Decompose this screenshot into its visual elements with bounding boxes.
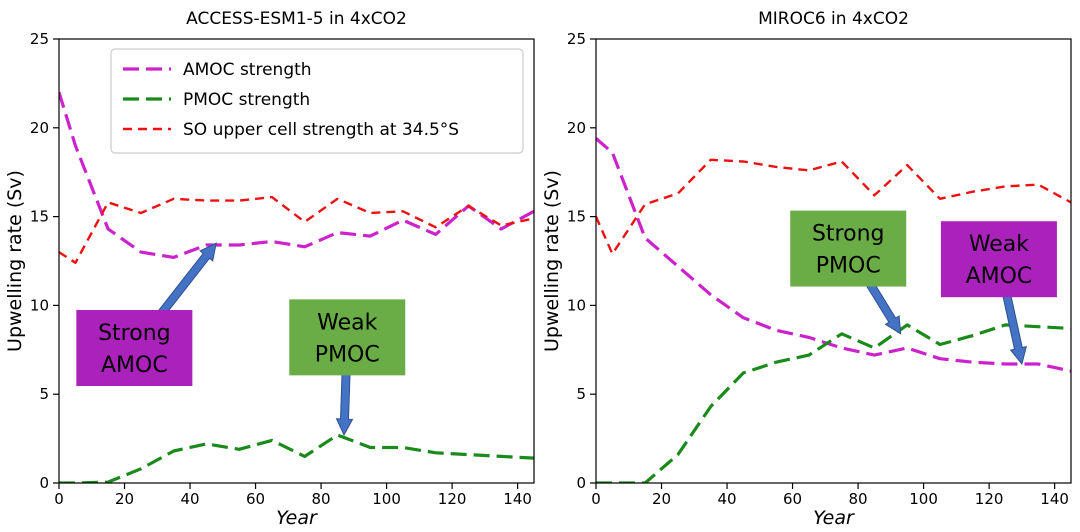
- y-tick-label: 15: [30, 208, 49, 226]
- x-axis-label: Year: [276, 507, 318, 529]
- legend-box: [110, 48, 524, 154]
- chart-title: ACCESS-ESM1-5 in 4xCO2: [186, 9, 407, 29]
- x-tick-label: 60: [246, 490, 265, 508]
- x-tick-label: 140: [503, 490, 532, 508]
- x-tick-label: 40: [717, 490, 736, 508]
- y-tick-label: 0: [576, 474, 586, 492]
- annotation-text-line: Strong: [98, 321, 171, 346]
- x-tick-label: 40: [180, 490, 199, 508]
- x-tick-label: 0: [591, 490, 601, 508]
- legend-entry-3: SO upper cell strength at 34.5°S: [183, 120, 459, 140]
- annotation-box: [790, 210, 907, 287]
- x-axis-label: Year: [813, 507, 855, 529]
- y-tick-label: 20: [30, 119, 49, 137]
- y-tick-label: 25: [567, 30, 586, 48]
- x-tick-label: 20: [652, 490, 671, 508]
- x-tick-label: 100: [372, 490, 401, 508]
- x-tick-label: 120: [975, 490, 1004, 508]
- axes-frame: [595, 38, 1072, 484]
- x-tick-label: 0: [54, 490, 64, 508]
- x-tick-label: 20: [115, 490, 134, 508]
- annotation-text-line: PMOC: [315, 342, 380, 367]
- x-tick-label: 80: [849, 490, 868, 508]
- series-line-3: [596, 158, 1071, 256]
- series-line-2: [596, 323, 1071, 483]
- y-tick-label: 10: [567, 296, 586, 314]
- annotation-1: Strong PMOC: [790, 210, 907, 335]
- y-tick-label: 15: [567, 208, 586, 226]
- series-line-2: [59, 433, 534, 483]
- x-tick-label: 140: [1040, 490, 1069, 508]
- annotation-2: Weak PMOC: [289, 299, 406, 437]
- annotation-box: [289, 299, 406, 376]
- legend-entry-1: AMOC strength: [183, 60, 312, 80]
- series-group: [596, 137, 1071, 483]
- x-tick-label: 120: [438, 490, 467, 508]
- annotation-text-line: Strong: [812, 222, 885, 247]
- annotation-text-line: Weak: [317, 310, 377, 335]
- y-tick-label: 0: [39, 474, 49, 492]
- x-tick-label: 100: [909, 490, 938, 508]
- y-tick-label: 20: [567, 119, 586, 137]
- annotation-text-line: PMOC: [816, 254, 881, 279]
- right-chart-panel: MIROC6 in 4xCO2 0 20 40 60 80 100 120 140 0 5 10 15 2…: [541, 9, 1072, 529]
- series-line-1: [59, 91, 534, 259]
- legend: AMOC strength PMOC strength SO upper cell …: [110, 48, 524, 154]
- y-tick-label: 5: [576, 385, 586, 403]
- annotation-text-line: AMOC: [101, 353, 168, 378]
- series-line-3: [59, 195, 534, 264]
- annotation-box: [940, 221, 1057, 298]
- series-group: [59, 91, 534, 483]
- x-tick-label: 80: [312, 490, 331, 508]
- y-tick-label: 5: [39, 385, 49, 403]
- x-tick-label: 60: [783, 490, 802, 508]
- annotation-text-line: Weak: [969, 232, 1029, 257]
- chart-title: MIROC6 in 4xCO2: [758, 9, 909, 29]
- annotation-1: Strong AMOC: [76, 242, 217, 387]
- annotation-box: [76, 310, 193, 387]
- legend-entry-2: PMOC strength: [183, 90, 310, 110]
- y-axis-label: Upwelling rate (Sv): [4, 170, 26, 352]
- y-tick-label: 25: [30, 30, 49, 48]
- axes-frame: [58, 38, 535, 484]
- annotation-text-line: AMOC: [966, 264, 1033, 289]
- annotation-2: Weak AMOC: [940, 221, 1057, 366]
- y-tick-label: 10: [30, 296, 49, 314]
- y-axis-label: Upwelling rate (Sv): [541, 170, 563, 352]
